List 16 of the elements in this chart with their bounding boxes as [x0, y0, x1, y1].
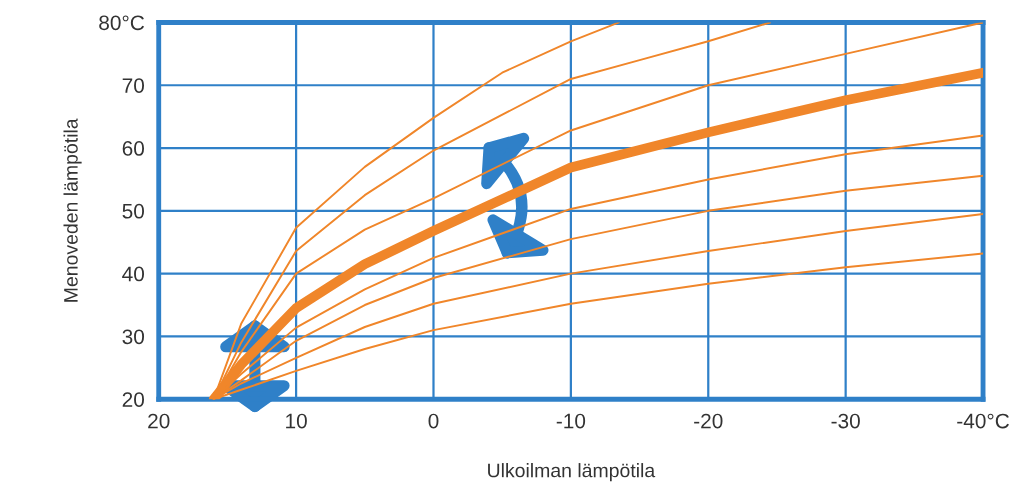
y-tick-label: 60 [122, 141, 145, 156]
y-axis-title: Menoveden lämpötila [63, 118, 82, 302]
x-tick-label: 0 [428, 413, 439, 429]
y-tick-label: 50 [122, 203, 145, 219]
x-tick-label: -20 [694, 413, 723, 429]
x-tick-label: -40°C [957, 413, 1009, 429]
x-tick-label: 20 [148, 413, 170, 429]
x-tick-label: -10 [556, 413, 586, 429]
y-tick-label: 20 [122, 392, 145, 407]
x-tick-label: 10 [286, 413, 307, 429]
y-tick-label: 70 [122, 78, 145, 93]
x-tick-label: -30 [831, 413, 860, 429]
x-axis-title: Ulkoilman lämpötila [488, 463, 656, 482]
y-tick-label: 30 [122, 329, 145, 345]
y-tick-label: 40 [122, 266, 145, 282]
y-tick-label: 80°C [99, 15, 145, 31]
